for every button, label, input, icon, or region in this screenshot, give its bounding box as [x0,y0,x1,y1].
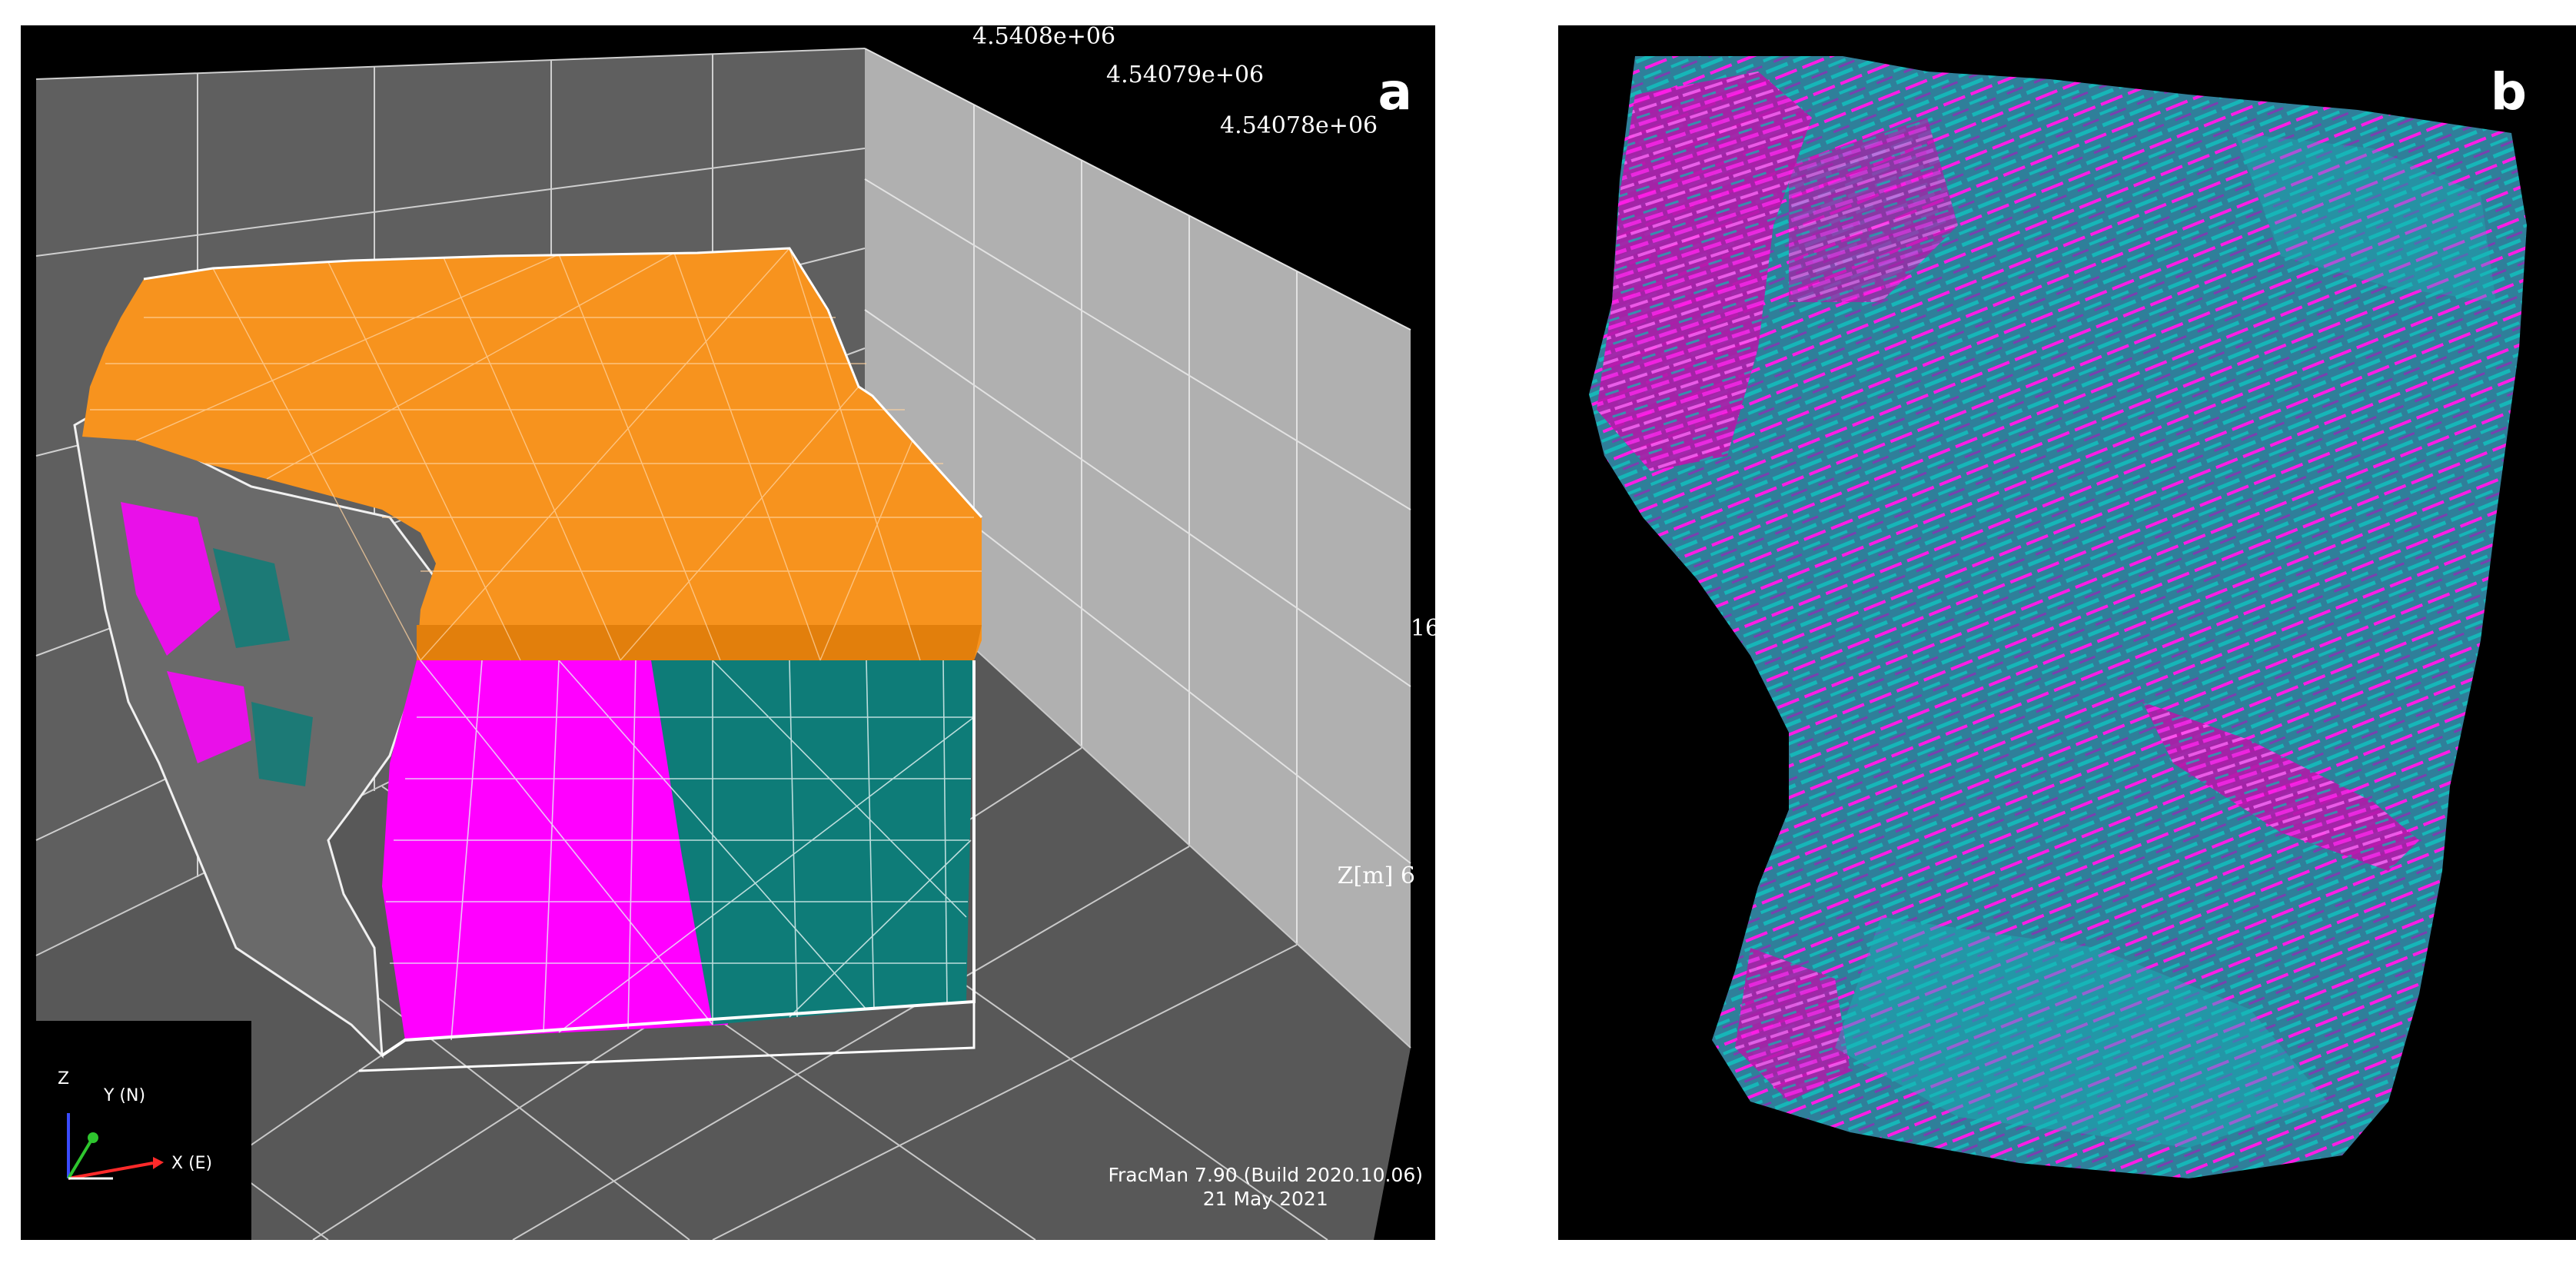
front-face-teal [651,660,974,1025]
axis-triad-box [21,1021,251,1240]
fracture-cloud [1589,56,2527,1178]
magenta-zone-diagonal-band [2142,702,2419,871]
y-axis-line [67,1138,93,1180]
software-version: FracMan 7.90 (Build 2020.10.06) [1108,1164,1423,1186]
panel-b-fracture-network-view[interactable]: b [1558,25,2576,1240]
top-surface-edge [417,625,982,660]
magenta-zone-upper-left [1597,71,1812,471]
triad-label-y: Y (N) [104,1086,146,1105]
fracture-canvas-b [1558,56,2527,1178]
x-axis-line [68,1162,154,1180]
top-surface-outline [143,247,983,519]
z-tick-label-16: 16 [1410,615,1435,642]
render-date: 21 May 2021 [1202,1188,1328,1211]
right-wall [865,48,1411,1048]
axis-value-northing-1: 4.5408e+06 [972,25,1116,50]
front-face-magenta [382,660,728,1040]
cyan-zone-lower [1835,917,2327,1148]
z-axis-label: Z[m] 6 [1337,862,1415,889]
panel-label-b: b [2490,62,2527,121]
model-outline [381,660,976,1057]
left-face-fracture-patches [121,502,313,786]
cloud-void-left [1558,456,1789,886]
model-top-surface [82,248,982,660]
model-canvas-a [21,48,1411,1240]
software-footer: FracMan 7.90 (Build 2020.10.06) 21 May 2… [1108,1163,1423,1211]
front-face-mesh [386,660,975,1041]
panel-a-3d-model-view[interactable]: a 4.5408e+06 4.54079e+06 4.54078e+06 16 … [21,25,1435,1240]
magenta-zone-upper [1789,118,1958,302]
cyan-zone-upper-right [2235,133,2496,302]
triad-label-x: X (E) [171,1154,213,1173]
axis-triad [67,1113,164,1180]
model-outline-base [358,1002,976,1072]
top-surface-mesh [90,248,982,661]
panel-label-a: a [1378,62,1412,121]
axis-value-northing-2: 4.54079e+06 [1106,61,1265,88]
axis-value-northing-3: 4.54078e+06 [1220,112,1378,139]
x-axis-arrow-icon [153,1157,164,1169]
y-axis-arrow-icon [88,1132,98,1143]
magenta-zone-lower-left [1735,948,1850,1102]
triad-label-z: Z [58,1069,70,1089]
